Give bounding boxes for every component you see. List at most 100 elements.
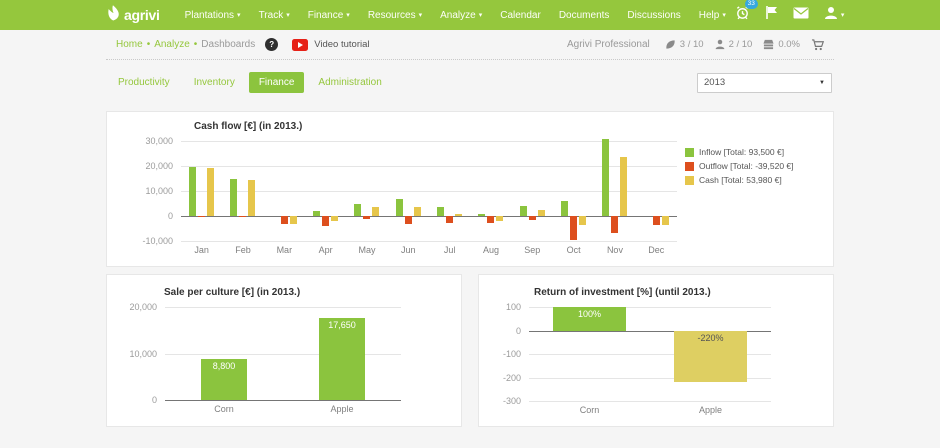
- nav-item-plantations[interactable]: Plantations▾: [176, 10, 250, 21]
- y-tick-label: 20,000: [145, 161, 173, 171]
- x-tick-label: Nov: [594, 245, 635, 255]
- x-tick-label: Oct: [553, 245, 594, 255]
- legend-item: Inflow [Total: 93,500 €]: [685, 147, 833, 157]
- bar: [405, 216, 412, 224]
- nav-item-help[interactable]: Help▾: [690, 10, 735, 21]
- bar-slot: [281, 141, 288, 241]
- nav-item-discussions[interactable]: Discussions: [618, 10, 689, 21]
- legend-label: Cash [Total: 53,980 €]: [699, 175, 782, 185]
- bar-group: [222, 141, 263, 241]
- y-axis: 20,00010,0000: [107, 307, 165, 400]
- notifications-button[interactable]: 33: [735, 5, 750, 25]
- subscription-plan-label: Agrivi Professional: [567, 39, 650, 50]
- bar-slot: [538, 141, 545, 241]
- bar: [207, 168, 214, 216]
- tab-finance[interactable]: Finance: [249, 72, 305, 93]
- agrivi-logo[interactable]: agrivi: [106, 4, 160, 27]
- breadcrumb-analyze-link[interactable]: Analyze: [154, 39, 190, 50]
- nav-item-finance[interactable]: Finance▾: [299, 10, 359, 21]
- tab-inventory[interactable]: Inventory: [184, 72, 245, 93]
- bar-group: [553, 141, 594, 241]
- bar: [248, 180, 255, 216]
- caret-down-icon: ▾: [286, 11, 290, 19]
- plot-area: [181, 141, 677, 241]
- cash-flow-chart-title: Cash flow [€] (in 2013.): [194, 121, 685, 132]
- bar-group: [181, 141, 222, 241]
- users-usage-stat: 2 / 10: [715, 39, 753, 50]
- bar: 100%: [553, 307, 626, 331]
- y-tick-label: 100: [506, 302, 521, 312]
- nav-item-calendar[interactable]: Calendar: [491, 10, 550, 21]
- bar-slot: [437, 141, 444, 241]
- sale-chart-title: Sale per culture [€] (in 2013.): [164, 287, 461, 298]
- bar-slot: [644, 141, 651, 241]
- notification-count-badge: 33: [745, 0, 758, 9]
- person-icon: [715, 39, 725, 50]
- bar: [487, 216, 494, 223]
- gridline: [529, 401, 771, 402]
- bar-slot: [414, 141, 421, 241]
- bar-slot: [653, 141, 660, 241]
- bar-slot: [189, 141, 196, 241]
- bar-slot: [602, 141, 609, 241]
- bar: [290, 216, 297, 224]
- x-tick-label: Sep: [512, 245, 553, 255]
- bar: [414, 207, 421, 216]
- bar-slot: [372, 141, 379, 241]
- bar: [620, 157, 627, 216]
- nav-item-documents[interactable]: Documents: [550, 10, 619, 21]
- x-tick-label: Feb: [222, 245, 263, 255]
- bar: [653, 216, 660, 225]
- plot-area: 8,800 17,650: [165, 307, 401, 400]
- bar: [561, 201, 568, 217]
- bar-slot: [405, 141, 412, 241]
- bar: [396, 199, 403, 216]
- bar-slot: [446, 141, 453, 241]
- bar-group: 17,650: [283, 307, 401, 400]
- help-icon[interactable]: ?: [265, 38, 278, 51]
- bar: [478, 214, 485, 216]
- legend-item: Cash [Total: 53,980 €]: [685, 175, 833, 185]
- shop-cart-button[interactable]: [811, 39, 824, 51]
- year-select-value: 2013: [704, 77, 725, 88]
- bar-slot: [496, 141, 503, 241]
- bar-slot: [396, 141, 403, 241]
- legend-item: Outflow [Total: -39,520 €]: [685, 161, 833, 171]
- bar-group: [305, 141, 346, 241]
- bar-group: -220%: [650, 307, 771, 401]
- bar: [230, 179, 237, 216]
- x-tick-label: Dec: [636, 245, 677, 255]
- bar-group: [429, 141, 470, 241]
- y-axis: 30,00020,00010,0000-10,000: [107, 141, 181, 241]
- bar-value-label: 8,800: [201, 361, 247, 371]
- tab-productivity[interactable]: Productivity: [108, 72, 180, 93]
- bar-slot: [620, 141, 627, 241]
- roi-chart-title: Return of investment [%] (until 2013.): [534, 287, 833, 298]
- y-tick-label: -10,000: [142, 236, 173, 246]
- nav-item-track[interactable]: Track▾: [250, 10, 299, 21]
- bar-slot: [455, 141, 462, 241]
- user-icon: [824, 6, 838, 25]
- flags-button[interactable]: [765, 5, 778, 25]
- breadcrumb-home-link[interactable]: Home: [116, 39, 143, 50]
- year-select[interactable]: 2013 ▼: [697, 73, 832, 93]
- nav-item-analyze[interactable]: Analyze▾: [431, 10, 491, 21]
- bar-slot: [198, 141, 205, 241]
- y-tick-label: 10,000: [145, 186, 173, 196]
- bar-group: [264, 141, 305, 241]
- breadcrumb-current-page: Dashboards: [201, 39, 255, 50]
- x-tick-label: Corn: [165, 404, 283, 414]
- bar-slot: [248, 141, 255, 241]
- user-menu-button[interactable]: ▾: [824, 6, 845, 25]
- chart-legend: Inflow [Total: 93,500 €] Outflow [Total: …: [685, 121, 833, 266]
- bar-slot: [520, 141, 527, 241]
- caret-down-icon: ▾: [841, 11, 845, 19]
- bar-slot: [662, 141, 669, 241]
- tab-administration[interactable]: Administration: [308, 72, 391, 93]
- messages-button[interactable]: [793, 6, 809, 24]
- top-nav: agrivi Plantations▾ Track▾ Finance▾ Reso…: [0, 0, 940, 30]
- bar-slot: [207, 141, 214, 241]
- video-tutorial-button[interactable]: Video tutorial: [292, 39, 369, 51]
- bar: [538, 210, 545, 216]
- nav-item-resources[interactable]: Resources▾: [359, 10, 431, 21]
